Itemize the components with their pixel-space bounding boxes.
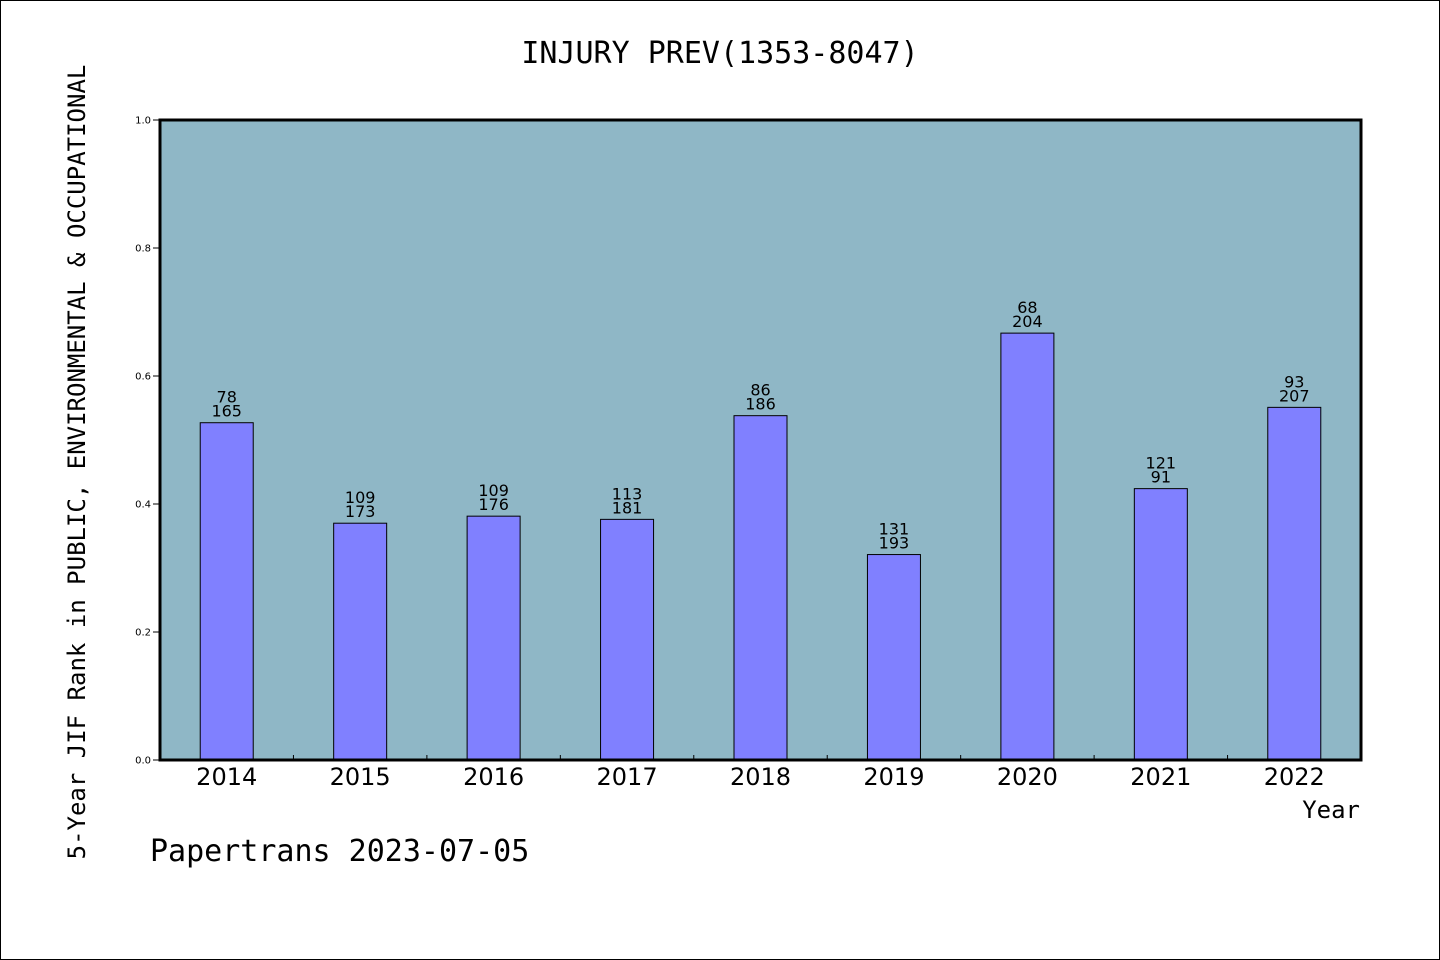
bar (1267, 406, 1322, 761)
bar-rank-label: 68 (1017, 298, 1037, 317)
x-tick-label: 2017 (597, 763, 658, 791)
x-tick-label: 2015 (330, 763, 391, 791)
bar-total-label: 176 (478, 495, 509, 514)
y-tick-label: 0.0 (135, 756, 151, 767)
x-tick-label: 2022 (1264, 763, 1325, 791)
bar-total-label: 173 (345, 502, 376, 521)
bar-total-label: 165 (211, 402, 242, 421)
bar-total-label: 181 (612, 498, 643, 517)
bar-rank-label: 86 (750, 381, 770, 400)
bar-total-label: 193 (879, 534, 910, 553)
bar (866, 554, 921, 761)
y-tick-label: 1.0 (135, 116, 151, 127)
bar (199, 422, 254, 761)
bar (733, 415, 788, 761)
bar-rank-label: 121 (1146, 454, 1177, 473)
y-tick-label: 0.4 (135, 500, 151, 511)
chart-title: INJURY PREV(1353-8047) (521, 36, 919, 71)
bar-rank-label: 109 (478, 481, 509, 500)
bar (333, 522, 388, 761)
plot-border (158, 118, 1363, 762)
bar-total-label: 207 (1279, 386, 1310, 405)
bar (466, 515, 521, 761)
bar-rank-label: 93 (1284, 372, 1304, 391)
bar (1000, 332, 1055, 761)
x-tick-label: 2020 (997, 763, 1058, 791)
bar-total-label: 186 (745, 395, 776, 414)
footer-stamp: Papertrans 2023-07-05 (150, 834, 530, 869)
x-tick-label: 2018 (730, 763, 791, 791)
bar (1133, 488, 1188, 761)
bar-rank-label: 131 (879, 520, 910, 539)
x-axis-label: Year (1302, 796, 1360, 824)
x-tick-label: 2016 (463, 763, 524, 791)
bar-total-label: 204 (1012, 312, 1043, 331)
bar-rank-label: 109 (345, 488, 376, 507)
bar (600, 518, 655, 761)
x-tick-label: 2021 (1130, 763, 1191, 791)
x-tick-label: 2014 (196, 763, 257, 791)
bar-rank-label: 113 (612, 484, 643, 503)
y-tick-label: 0.2 (135, 628, 151, 639)
bar-total-label: 91 (1151, 468, 1171, 487)
bar-rank-label: 78 (217, 388, 237, 407)
y-tick-label: 0.8 (135, 244, 151, 255)
y-tick-label: 0.6 (135, 372, 151, 383)
x-tick-label: 2019 (863, 763, 924, 791)
